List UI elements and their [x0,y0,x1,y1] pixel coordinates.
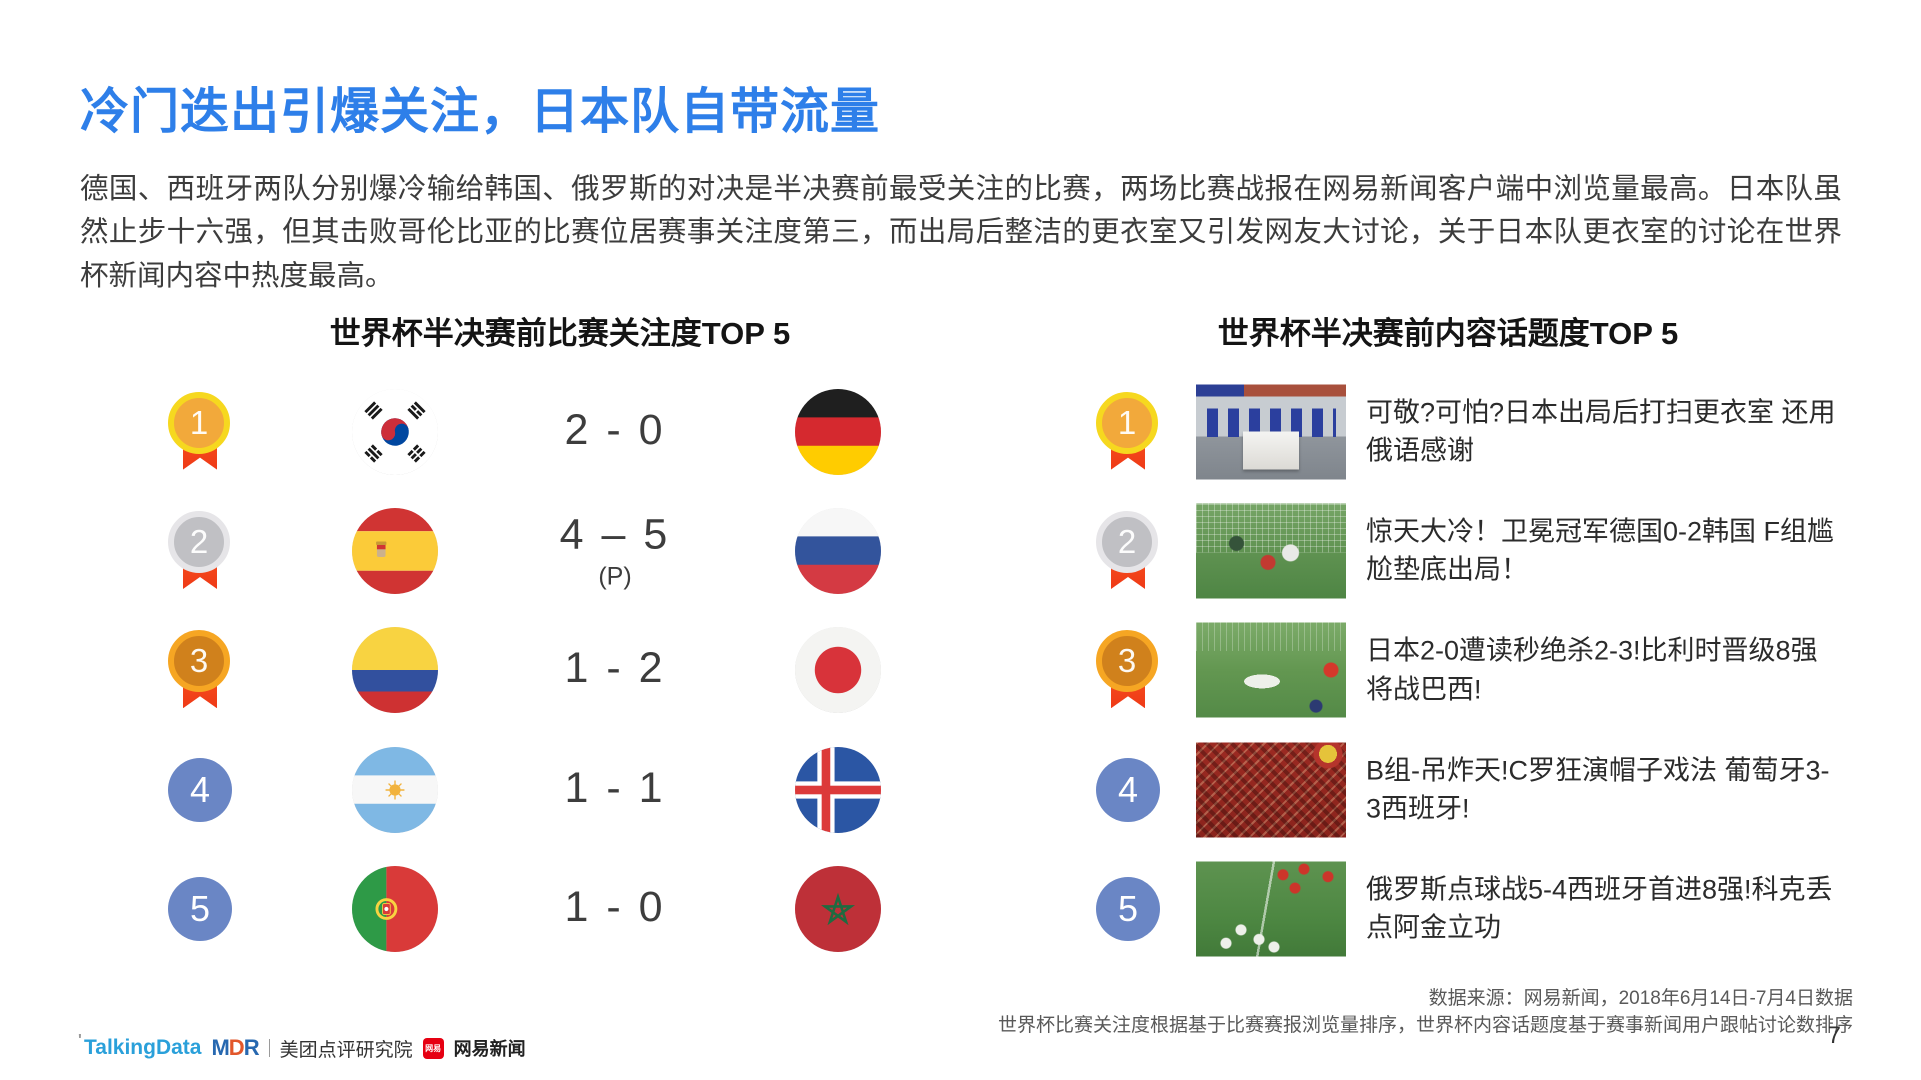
flag-morocco [795,865,881,952]
news-row: 1 可敬?可怕?日本出局后打扫更衣室 还用俄语感谢 [0,372,1921,491]
news-row: 4 B组-吊炸天!C罗狂演帽子戏法 葡萄牙3-3西班牙! [0,730,1921,849]
news-headline: 惊天大冷！卫冕冠军德国0-2韩国 F组尴尬垫底出局！ [1366,516,1835,585]
rank-circle-4: 4 [1096,757,1160,822]
rank-medal-3: 3 [1096,630,1160,710]
rank-badge: 5 [1094,876,1162,941]
netease-icon: 网易 [422,1037,444,1059]
rank-number: 3 [168,630,230,693]
rank-badge: 3 [166,630,234,710]
news-headline: B组-吊炸天!C罗狂演帽子戏法 葡萄牙3-3西班牙! [1366,755,1830,824]
logo-divider [268,1039,270,1057]
rank-medal-2: 2 [1096,510,1160,591]
flag-spain [352,507,438,594]
left-section-title: 世界杯半决赛前比赛关注度TOP 5 [329,316,791,351]
match-attention-list: 1 2 - 0 2 4 – 5 (P) 3 1 - 2 4 1 - 1 [0,372,1921,968]
flag-iceland [795,746,881,833]
rank-badge: 4 [166,757,234,822]
footer-logos: TalkingData MDR 美团点评研究院 网易 网易新闻 [78,1032,526,1062]
rank-number: 2 [1096,510,1158,573]
score-value: 1 - 2 [564,644,666,693]
mdr-logo: MDR [211,1035,259,1060]
netease-news-logo: 网易新闻 [453,1039,526,1059]
thumbnail-portugal-spain-fans [1196,742,1346,838]
page-number: 7 [1827,1022,1841,1049]
flag-japan [795,627,881,714]
source-line-2: 世界杯比赛关注度根据基于比赛赛报浏览量排序，世界杯内容话题度基于赛事新闻用户跟帖… [997,1014,1853,1036]
news-headline: 俄罗斯点球战5-4西班牙首进8强!科克丢点阿金立功 [1366,874,1833,943]
rank-badge: 5 [166,876,234,941]
thumbnail-germany-vs-korea [1196,503,1346,599]
match-row: 4 1 - 1 [0,730,1921,849]
news-row: 2 惊天大冷！卫冕冠军德国0-2韩国 F组尴尬垫底出局！ [0,491,1921,610]
news-row: 5 俄罗斯点球战5-4西班牙首进8强!科克丢点阿金立功 [0,849,1921,968]
right-section-title: 世界杯半决赛前内容话题度TOP 5 [1217,316,1679,351]
rank-number: 1 [168,391,230,454]
score-value: 2 - 0 [564,405,666,454]
meituan-research-logo: 美团点评研究院 [279,1039,413,1061]
news-headline: 日本2-0遭读秒绝杀2-3!比利时晋级8强将战巴西! [1366,635,1818,705]
match-row: 3 1 - 2 [0,611,1921,730]
rank-number: 2 [168,510,230,573]
talkingdata-logo: TalkingData [78,1032,201,1060]
rank-badge: 1 [166,391,234,472]
news-headline: 可敬?可怕?日本出局后打扫更衣室 还用俄语感谢 [1366,397,1836,466]
match-score: 1 - 0 [520,883,710,935]
rank-badge: 1 [1094,391,1162,472]
content-topic-list: 1 可敬?可怕?日本出局后打扫更衣室 还用俄语感谢 2 惊天大冷！卫冕冠军德国0… [0,372,1921,968]
rank-badge: 2 [166,510,234,591]
source-line-1: 数据来源：网易新闻，2018年6月14日-7月4日数据 [1428,988,1853,1009]
thumbnail-russia-spain-penalties [1196,861,1346,957]
rank-number: 1 [1096,391,1158,454]
rank-circle-4: 4 [168,757,232,822]
flag-germany [795,388,881,475]
score-value: 1 - 0 [564,882,666,931]
match-score: 2 - 0 [520,406,710,458]
thumbnail-japan-locker-room [1196,384,1346,480]
match-row: 2 4 – 5 (P) [0,491,1921,610]
rank-badge: 2 [1094,510,1162,591]
match-row: 1 2 - 0 [0,372,1921,491]
rank-medal-1: 1 [1096,391,1160,472]
match-score: 1 - 1 [520,764,710,816]
score-value: 4 – 5 [559,510,671,559]
match-score: 1 - 2 [520,644,710,696]
rank-medal-3: 3 [168,630,232,710]
rank-circle-5: 5 [1096,876,1160,941]
thumbnail-japan-vs-belgium [1196,622,1346,718]
data-source-note: 数据来源：网易新闻，2018年6月14日-7月4日数据 世界杯比赛关注度根据基于… [998,986,1853,1039]
flag-south-korea [352,388,438,475]
rank-number: 3 [1096,630,1158,693]
intro-paragraph: 德国、西班牙两队分别爆冷输给韩国、俄罗斯的对决是半决赛前最受关注的比赛，两场比赛… [80,173,1842,292]
rank-medal-1: 1 [168,391,232,472]
rank-badge: 3 [1094,630,1162,710]
page-title: 冷门迭出引爆关注，日本队自带流量 [80,85,881,139]
score-value: 1 - 1 [564,763,666,812]
rank-medal-2: 2 [168,510,232,591]
match-score: 4 – 5 (P) [520,510,710,591]
score-note: (P) [598,562,632,591]
rank-circle-5: 5 [168,876,232,941]
news-row: 3 日本2-0遭读秒绝杀2-3!比利时晋级8强将战巴西! [0,611,1921,730]
rank-badge: 4 [1094,757,1162,822]
match-row: 5 1 - 0 [0,849,1921,968]
